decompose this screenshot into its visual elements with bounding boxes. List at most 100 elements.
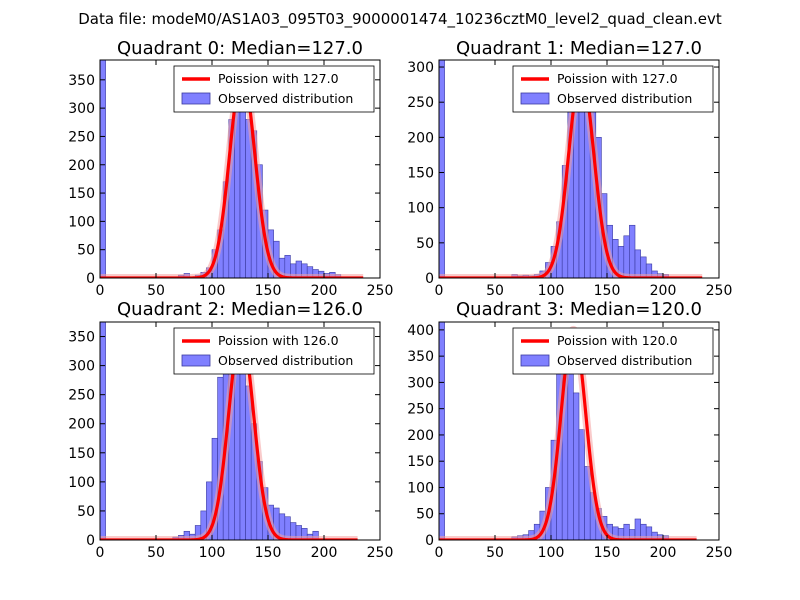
x-tick-label: 100	[538, 545, 565, 561]
y-tick-label: 250	[68, 129, 95, 145]
legend-bar-swatch	[520, 92, 550, 105]
histogram-bar	[578, 429, 585, 540]
y-tick-label: 350	[68, 330, 95, 346]
histogram-bar	[100, 60, 106, 278]
plot-content	[100, 322, 362, 540]
x-tick-label: 250	[367, 283, 394, 299]
quadrant-1-panel: Quadrant 1: Median=127.0 0 50 100 150 200 250…	[407, 38, 732, 299]
y-tick-label: 50	[77, 504, 95, 520]
legend-bar-label: Observed distribution	[557, 91, 692, 106]
y-tick-label: 100	[68, 214, 95, 230]
x-tick-label: 100	[199, 545, 226, 561]
y-tick-label: 200	[407, 130, 434, 146]
histogram-bar	[567, 361, 574, 540]
y-tick-label: 350	[407, 349, 434, 365]
legend-curve-label: Poission with 127.0	[218, 71, 339, 86]
y-tick-label: 250	[407, 402, 434, 418]
poisson-curve	[439, 72, 704, 278]
x-tick-label: 50	[486, 545, 504, 561]
y-tick-label: 50	[77, 243, 95, 259]
y-tick-label: 200	[68, 417, 95, 433]
y-tick-label: 100	[68, 475, 95, 491]
plot-frame	[99, 59, 381, 279]
x-tick-label: 100	[199, 283, 226, 299]
histogram-bar	[629, 224, 636, 278]
y-tick-label: 300	[407, 375, 434, 391]
y-tick-label: 0	[86, 533, 95, 549]
figure-suptitle: Data file: modeM0/AS1A03_095T03_90000014…	[78, 10, 722, 29]
histogram-bar	[439, 60, 445, 278]
x-tick-label: 50	[147, 283, 165, 299]
legend-curve-label: Poission with 120.0	[557, 333, 678, 348]
x-tick-label: 250	[706, 545, 733, 561]
y-tick-label: 150	[68, 186, 95, 202]
legend-box	[173, 65, 375, 113]
y-tick-label: 200	[68, 158, 95, 174]
legend-bar-swatch	[520, 354, 550, 367]
histogram-bar	[312, 530, 319, 540]
quadrant-3-panel: Quadrant 3: Median=120.0 0 50 100 150 200 250…	[407, 299, 732, 561]
y-tick-label: 350	[68, 73, 95, 89]
x-tick-label: 0	[96, 283, 105, 299]
legend-bar-swatch	[181, 354, 211, 367]
x-tick-label: 200	[311, 545, 338, 561]
quadrant-2-panel: Quadrant 2: Median=126.0 0 50 100 150 200 250…	[68, 299, 393, 561]
x-tick-label: 100	[538, 283, 565, 299]
y-tick-label: 150	[407, 454, 434, 470]
legend: Poission with 120.0 Observed distribution	[512, 327, 714, 375]
histogram-bar	[573, 392, 580, 540]
plot-frame	[438, 321, 720, 541]
x-tick-label: 200	[311, 283, 338, 299]
x-tick-label: 150	[594, 545, 621, 561]
y-tick-label: 150	[407, 166, 434, 182]
histogram-bar	[634, 249, 641, 278]
y-tick-label: 300	[68, 359, 95, 375]
legend-curve-label: Poission with 127.0	[557, 71, 678, 86]
y-tick-label: 150	[68, 446, 95, 462]
legend-curve-label: Poission with 126.0	[218, 333, 339, 348]
x-tick-label: 50	[486, 283, 504, 299]
x-tick-label: 0	[435, 283, 444, 299]
y-tick-label: 50	[416, 236, 434, 252]
legend-bar-label: Observed distribution	[557, 353, 692, 368]
panel-title: Quadrant 0: Median=127.0	[117, 38, 363, 59]
y-tick-label: 0	[86, 271, 95, 287]
x-tick-label: 150	[255, 545, 282, 561]
panel-title: Quadrant 1: Median=127.0	[456, 38, 702, 59]
y-tick-label: 100	[407, 480, 434, 496]
x-tick-label: 150	[255, 283, 282, 299]
legend-bar-label: Observed distribution	[218, 353, 353, 368]
panel-title: Quadrant 3: Median=120.0	[456, 299, 702, 320]
x-tick-label: 250	[706, 283, 733, 299]
histogram-bar	[623, 235, 630, 278]
x-tick-label: 200	[650, 545, 677, 561]
plot-content	[439, 60, 706, 278]
y-tick-label: 100	[407, 201, 434, 217]
histogram-bar	[100, 322, 106, 540]
y-tick-label: 50	[416, 507, 434, 523]
y-tick-label: 400	[407, 323, 434, 339]
legend-bar-swatch	[181, 92, 211, 105]
legend-bar-label: Observed distribution	[218, 91, 353, 106]
x-tick-label: 0	[435, 545, 444, 561]
y-tick-label: 300	[68, 101, 95, 117]
y-tick-label: 250	[68, 388, 95, 404]
plot-frame	[438, 59, 720, 279]
poisson-curve	[100, 72, 365, 278]
poisson-curve	[100, 332, 359, 540]
legend: Poission with 126.0 Observed distribution	[173, 327, 375, 375]
y-tick-label: 0	[425, 533, 434, 549]
y-tick-label: 200	[407, 428, 434, 444]
y-tick-label: 300	[407, 60, 434, 76]
panel-title: Quadrant 2: Median=126.0	[117, 299, 363, 320]
legend: Poission with 127.0 Observed distribution	[512, 65, 714, 113]
y-tick-label: 250	[407, 95, 434, 111]
x-tick-label: 150	[594, 283, 621, 299]
legend: Poission with 127.0 Observed distribution	[173, 65, 375, 113]
x-tick-label: 50	[147, 545, 165, 561]
x-tick-label: 250	[367, 545, 394, 561]
x-tick-label: 0	[96, 545, 105, 561]
histogram-bar	[439, 322, 445, 540]
plot-frame	[99, 321, 381, 541]
